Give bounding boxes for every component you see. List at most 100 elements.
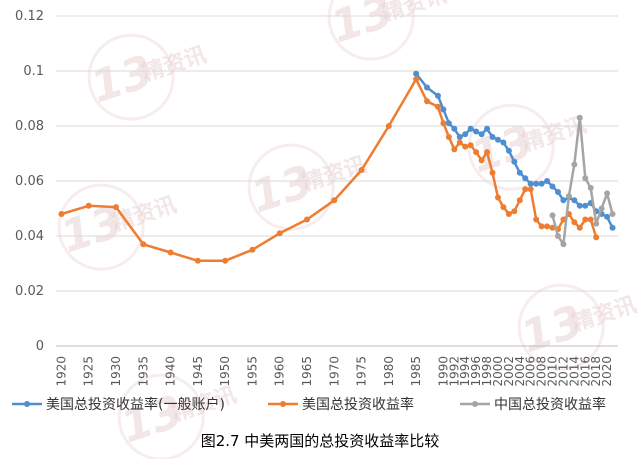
data-point	[440, 120, 447, 127]
data-point	[571, 197, 578, 204]
data-point	[593, 234, 600, 241]
x-tick-label: 1920	[54, 356, 68, 387]
x-tick-label: 1996	[469, 356, 483, 387]
data-point	[598, 205, 605, 212]
legend-label: 美国总投资收益率	[302, 396, 414, 413]
data-point	[549, 183, 556, 190]
legend: 美国总投资收益率(一般账户) 美国总投资收益率 中国总投资收益率	[12, 396, 606, 413]
data-point	[222, 257, 229, 264]
data-point	[527, 186, 534, 193]
data-point	[276, 230, 283, 237]
data-point	[587, 184, 594, 191]
x-tick-label: 2016	[578, 356, 592, 387]
data-point	[85, 202, 92, 209]
x-tick-label: 1980	[382, 356, 396, 387]
y-tick-label: 0.12	[15, 9, 44, 24]
x-tick-label: 1992	[447, 356, 461, 387]
x-tick-label: 2020	[600, 356, 614, 387]
legend-label: 中国总投资收益率	[494, 396, 606, 413]
x-tick-label: 1950	[218, 356, 232, 387]
data-point	[303, 216, 310, 223]
data-point	[500, 204, 507, 211]
data-point	[549, 224, 556, 231]
data-point	[571, 161, 578, 168]
x-tick-label: 1955	[245, 356, 259, 387]
data-point	[560, 197, 567, 204]
data-point	[385, 123, 392, 129]
data-point	[511, 208, 518, 215]
data-point	[582, 202, 589, 209]
x-axis-ticks: 1920 1925 1930 1935 1940 1945 1950 1955 1960 1965…	[54, 356, 614, 387]
x-tick-label: 1965	[300, 356, 314, 387]
x-tick-label: 1935	[136, 356, 150, 387]
x-tick-label: 2012	[556, 356, 570, 387]
series-2	[549, 114, 616, 248]
data-point	[467, 142, 474, 149]
x-tick-label: 1994	[458, 356, 472, 387]
y-tick-label: 0.04	[15, 229, 44, 244]
x-tick-label: 1940	[164, 356, 178, 387]
data-point	[593, 220, 600, 227]
x-tick-label: 1970	[327, 356, 341, 387]
data-point	[249, 246, 256, 253]
data-point	[478, 157, 485, 164]
y-tick-label: 0.1	[23, 64, 44, 79]
data-point	[478, 131, 485, 138]
data-point	[445, 134, 452, 140]
data-point	[434, 92, 441, 99]
x-tick-label: 1990	[436, 356, 450, 387]
x-tick-label: 1998	[480, 356, 494, 387]
x-tick-label: 2002	[502, 356, 516, 387]
y-tick-label: 0.06	[15, 174, 44, 189]
x-tick-label: 1925	[82, 356, 96, 387]
series-layer	[58, 70, 616, 264]
data-point	[609, 224, 616, 231]
data-point	[473, 128, 480, 135]
legend-item: 美国总投资收益率(一般账户)	[12, 396, 225, 413]
data-point	[549, 212, 556, 219]
data-point	[489, 134, 496, 140]
legend-marker	[280, 401, 286, 407]
data-point	[505, 147, 512, 154]
y-tick-label: 0.02	[15, 284, 44, 299]
data-point	[522, 186, 529, 193]
data-point	[451, 125, 458, 132]
legend-item: 美国总投资收益率	[268, 396, 414, 413]
data-point	[516, 197, 523, 204]
data-point	[473, 149, 480, 156]
data-point	[194, 257, 201, 264]
data-point	[456, 139, 463, 146]
data-point	[413, 76, 420, 83]
data-point	[587, 216, 594, 223]
x-tick-label: 1960	[273, 356, 287, 387]
data-point	[505, 211, 512, 217]
data-point	[434, 103, 441, 110]
data-point	[571, 219, 578, 226]
data-point	[58, 211, 65, 217]
data-point	[576, 224, 583, 231]
data-point	[489, 169, 496, 176]
data-point	[527, 180, 534, 187]
x-tick-label: 2010	[546, 356, 560, 387]
x-tick-label: 1945	[191, 356, 205, 387]
data-point	[484, 125, 491, 132]
data-point	[560, 241, 567, 248]
gridlines	[56, 15, 618, 347]
data-point	[494, 136, 501, 143]
data-point	[516, 169, 523, 176]
data-point	[604, 190, 611, 197]
data-point	[424, 84, 431, 91]
data-point	[456, 134, 463, 140]
data-point	[609, 211, 616, 217]
x-tick-label: 2008	[535, 356, 549, 387]
data-point	[484, 149, 491, 156]
data-point	[113, 204, 120, 211]
data-point	[440, 106, 447, 113]
data-point	[494, 194, 501, 201]
legend-label: 美国总投资收益率(一般账户)	[46, 396, 225, 413]
